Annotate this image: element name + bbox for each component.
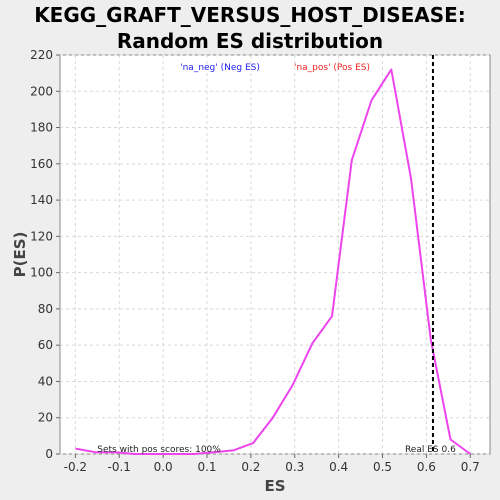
annotation-layer: Real ES 0.6 Sets with pos scores: 100% bbox=[97, 55, 456, 455]
plot-area bbox=[59, 54, 491, 455]
y-tick-label: 120 bbox=[30, 229, 53, 243]
y-tick-label: 140 bbox=[30, 193, 53, 207]
x-tick-label: 0.5 bbox=[373, 460, 392, 474]
series-layer bbox=[75, 68, 471, 455]
x-tick-label: 0.2 bbox=[241, 460, 260, 474]
y-tick-label: 20 bbox=[38, 411, 53, 425]
y-tick-label: 200 bbox=[30, 84, 53, 98]
x-axis-label: ES bbox=[264, 477, 285, 495]
y-tick-label: 80 bbox=[38, 302, 53, 316]
chart-title: KEGG_GRAFT_VERSUS_HOST_DISEASE: Random E… bbox=[0, 2, 500, 54]
y-tick-label: 160 bbox=[30, 157, 53, 171]
legend-entry-pos: 'na_pos' (Pos ES) bbox=[294, 63, 370, 73]
chart-title-line-1: KEGG_GRAFT_VERSUS_HOST_DISEASE: bbox=[34, 3, 466, 27]
x-tick-label: 0.6 bbox=[417, 460, 436, 474]
axis-layer: -0.2 -0.1 0.0 0.1 0.2 0.3 0.4 0.5 0.6 0.7 0 20 40 60 8… bbox=[11, 48, 480, 495]
x-tick-label: 0.1 bbox=[197, 460, 216, 474]
grid-layer bbox=[60, 54, 490, 455]
chart-title-line-2: Random ES distribution bbox=[116, 29, 384, 53]
x-tick-label: -0.1 bbox=[108, 460, 131, 474]
x-tick-label: 0.3 bbox=[285, 460, 304, 474]
y-tick-label: 60 bbox=[38, 338, 53, 352]
x-tick-label: 0.4 bbox=[329, 460, 348, 474]
distribution-line bbox=[75, 68, 471, 455]
y-tick-label: 40 bbox=[38, 374, 53, 388]
y-tick-label: 100 bbox=[30, 266, 53, 280]
y-axis-label: P(ES) bbox=[11, 232, 29, 278]
x-tick-label: -0.2 bbox=[64, 460, 87, 474]
y-tick-label: 180 bbox=[30, 121, 53, 135]
y-tick-label: 220 bbox=[30, 48, 53, 62]
x-tick-label: 0.7 bbox=[461, 460, 480, 474]
sets-pos-scores-label: Sets with pos scores: 100% bbox=[97, 445, 221, 455]
y-tick-label: 0 bbox=[45, 447, 53, 461]
legend-entry-neg: 'na_neg' (Neg ES) bbox=[180, 63, 260, 73]
real-es-label: Real ES 0.6 bbox=[405, 445, 456, 455]
legend-layer: 'na_neg' (Neg ES) 'na_pos' (Pos ES) bbox=[180, 63, 370, 73]
x-tick-label: 0.0 bbox=[154, 460, 173, 474]
